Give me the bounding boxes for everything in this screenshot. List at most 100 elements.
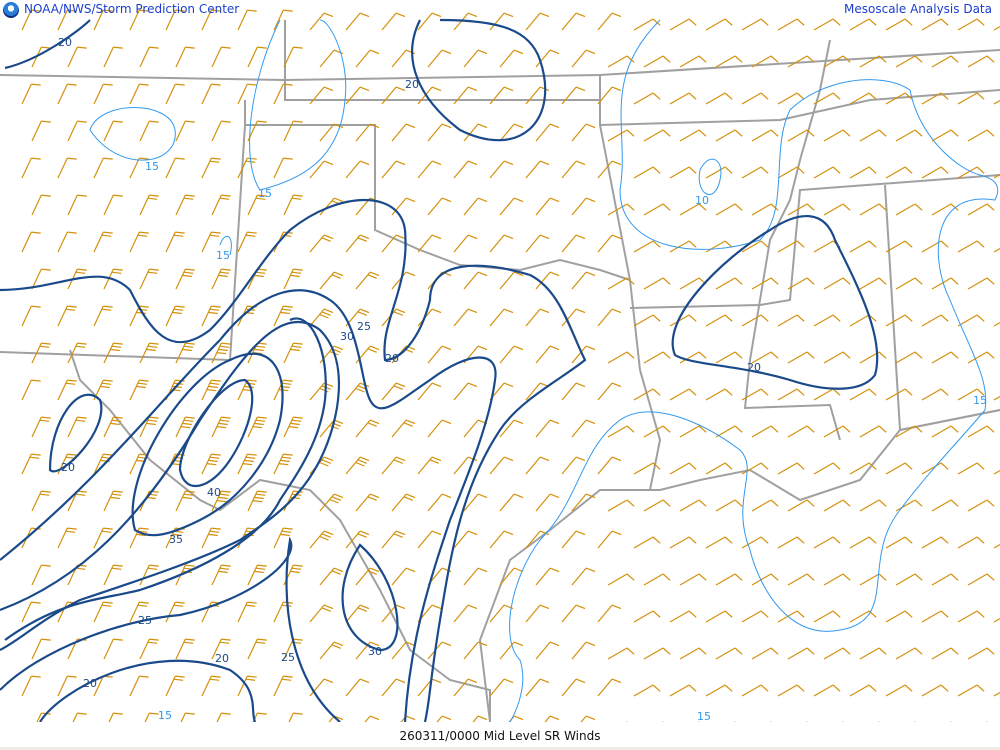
wind-barb — [499, 49, 524, 68]
wind-barb — [499, 271, 524, 290]
wind-barb — [885, 388, 913, 401]
wind-barb — [669, 610, 697, 623]
wind-barb — [165, 9, 185, 31]
wind-barb — [571, 567, 596, 586]
wind-barb — [345, 234, 370, 253]
wind-barb — [103, 120, 123, 142]
wind-barb — [319, 567, 344, 586]
contour-line — [89, 107, 176, 161]
wind-barb — [273, 527, 293, 549]
wind-barb — [597, 382, 622, 401]
wind-barb — [669, 240, 697, 253]
wind-barb — [597, 678, 622, 697]
wind-barb — [381, 160, 406, 179]
wind-barb — [525, 160, 550, 179]
wind-barb — [535, 419, 560, 438]
wind-barb — [849, 684, 877, 697]
wind-barb — [175, 268, 195, 290]
wind-barb — [931, 351, 959, 364]
wind-barb — [813, 388, 841, 401]
contour-label: 20 — [405, 78, 419, 91]
wind-barb — [859, 203, 887, 216]
wind-barb — [31, 268, 51, 290]
wind-barb — [535, 641, 560, 660]
wind-barb — [823, 129, 851, 142]
wind-barb — [381, 12, 406, 31]
wind-barb — [201, 675, 221, 697]
header-right-title[interactable]: Mesoscale Analysis Data — [844, 2, 992, 16]
wind-barb — [777, 92, 805, 105]
wind-barb — [489, 160, 514, 179]
wind-barb — [21, 9, 41, 31]
wind-barb — [813, 166, 841, 179]
wind-barb — [345, 12, 370, 31]
contour-label: 20 — [83, 677, 97, 690]
wind-barb — [309, 530, 334, 549]
wind-barb — [319, 641, 344, 660]
wind-barb — [247, 46, 267, 68]
wind-barb — [93, 9, 113, 31]
wind-barb — [705, 18, 733, 31]
wind-barb — [211, 342, 231, 364]
wind-barb — [597, 308, 622, 327]
wind-barb — [165, 231, 185, 253]
wind-barb — [129, 379, 149, 401]
wind-barb — [453, 382, 478, 401]
wind-barb — [895, 647, 923, 660]
wind-barb — [129, 83, 149, 105]
wind-barb — [561, 604, 586, 623]
wind-barb — [921, 18, 949, 31]
wind-barb — [129, 601, 149, 623]
contour-line — [4, 317, 327, 641]
wind-barb — [705, 166, 733, 179]
wind-barb — [391, 493, 416, 512]
wind-barb — [607, 129, 635, 142]
wind-barb — [741, 462, 769, 475]
wind-barb — [201, 9, 221, 31]
wind-barb — [21, 601, 41, 623]
wind-barb — [544, 715, 560, 722]
wind-barb — [705, 684, 733, 697]
wind-barb — [345, 604, 370, 623]
wind-barb — [355, 49, 380, 68]
wind-barb — [499, 419, 524, 438]
wind-barb — [931, 647, 959, 660]
wind-barb — [607, 203, 635, 216]
wind-barb — [273, 675, 293, 697]
contour-line — [0, 289, 497, 722]
wind-barb — [751, 55, 779, 68]
wind-barb — [489, 86, 514, 105]
wind-barb — [93, 157, 113, 179]
wind-barbs — [21, 9, 1000, 722]
wind-barb — [211, 120, 231, 142]
wind-barb — [31, 638, 51, 660]
wind-barb — [499, 197, 524, 216]
wind-barb — [993, 25, 1000, 31]
wind-barb — [607, 55, 635, 68]
wind-barb — [643, 203, 671, 216]
wind-barb — [21, 157, 41, 179]
wind-barb — [211, 490, 231, 512]
border-line — [743, 39, 841, 441]
wind-barb — [67, 194, 87, 216]
wind-barb — [561, 160, 586, 179]
border-line — [0, 49, 1000, 82]
wind-barb — [535, 49, 560, 68]
header-title[interactable]: NOAA/NWS/Storm Prediction Center — [24, 2, 240, 16]
wind-barb — [129, 9, 149, 31]
contour-label: 15 — [258, 187, 272, 200]
wind-barb — [345, 86, 370, 105]
contour-label: 15 — [145, 160, 159, 173]
wind-barb — [885, 610, 913, 623]
wind-barb — [705, 536, 733, 549]
wind-barb — [679, 499, 707, 512]
wind-barb — [633, 240, 661, 253]
wind-barb — [967, 129, 995, 142]
wind-barb — [427, 197, 452, 216]
wind-barb — [201, 231, 221, 253]
wind-barb — [165, 675, 185, 697]
contour-label: 30 — [368, 645, 382, 658]
wind-barb — [139, 564, 159, 586]
wind-barb — [885, 18, 913, 31]
border-line — [244, 100, 631, 281]
